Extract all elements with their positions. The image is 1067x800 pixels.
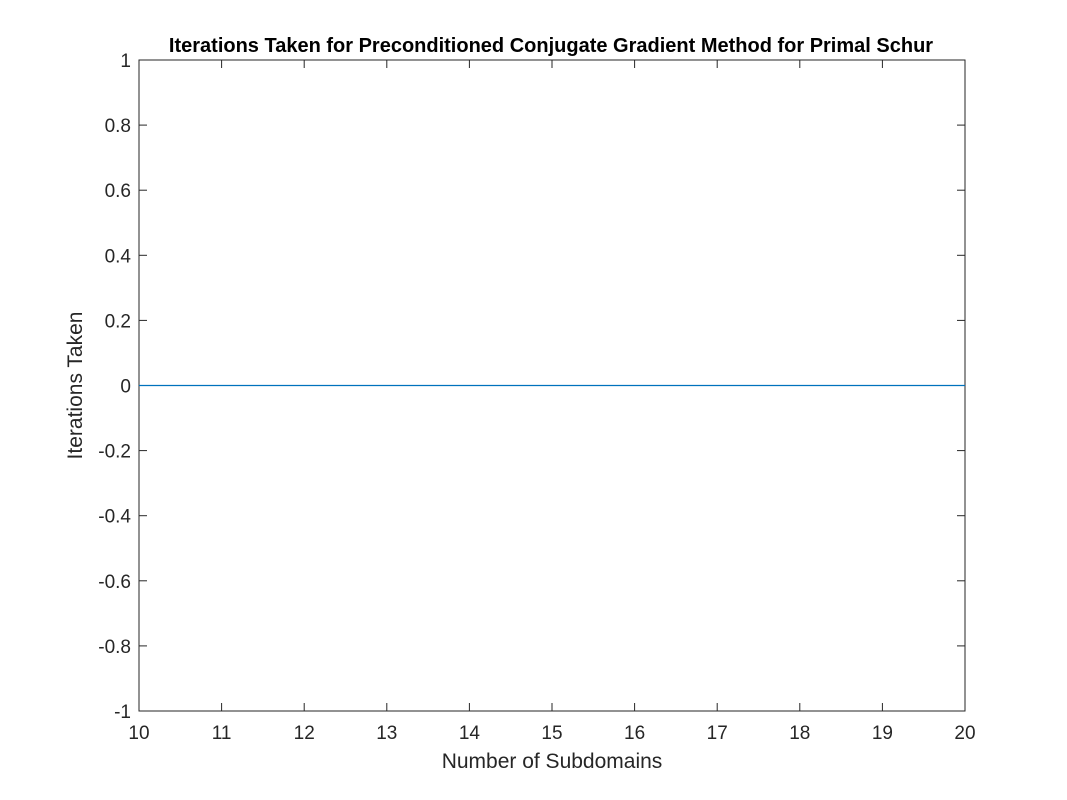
x-tick-label: 20 [954, 723, 975, 744]
y-tick-label: -0.4 [98, 507, 131, 528]
y-tick-label: -0.8 [98, 637, 131, 658]
x-tick-label: 11 [212, 723, 232, 744]
y-axis-label: Iterations Taken [64, 312, 87, 460]
x-axis-label: Number of Subdomains [442, 750, 663, 773]
y-tick-label: 0.2 [105, 311, 131, 332]
x-tick-label: 17 [707, 723, 728, 744]
y-tick-label: 0 [120, 377, 131, 398]
x-tick-label: 10 [128, 723, 149, 744]
y-tick-label: -0.2 [98, 442, 131, 463]
tick-labels: 10 11 12 13 14 15 16 17 18 19 20 1 0.8 0.6 0.4 0.2 0 -0.2… [98, 51, 975, 744]
ticks [138, 59, 966, 712]
y-tick-label: -1 [114, 702, 131, 723]
chart-title: Iterations Taken for Preconditioned Conj… [169, 35, 933, 57]
x-tick-label: 12 [294, 723, 315, 744]
x-tick-label: 16 [624, 723, 645, 744]
x-tick-label: 13 [376, 723, 397, 744]
x-tick-label: 18 [789, 723, 810, 744]
y-tick-label: 0.8 [105, 116, 131, 137]
x-tick-label: 14 [459, 723, 481, 744]
x-tick-label: 15 [541, 723, 562, 744]
y-tick-label: 0.6 [105, 181, 131, 202]
y-tick-label: 0.4 [105, 246, 132, 267]
x-tick-label: 19 [872, 723, 893, 744]
y-tick-label: -0.6 [98, 572, 131, 593]
plot-area [138, 59, 966, 712]
y-tick-label: 1 [120, 51, 131, 72]
